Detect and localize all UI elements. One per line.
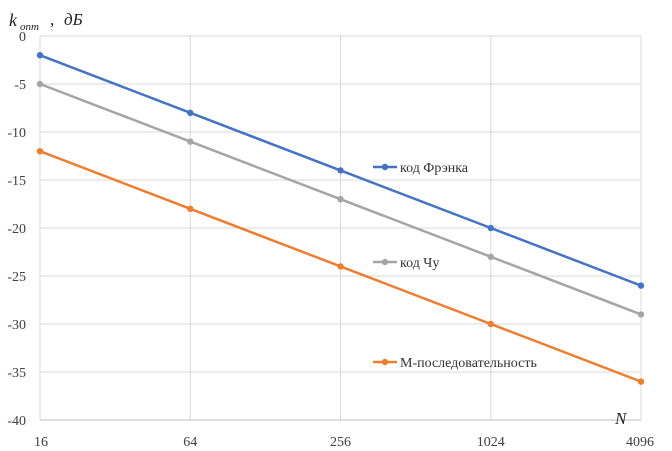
data-point: [187, 205, 194, 212]
data-point: [337, 167, 344, 174]
y-tick-label: 0: [19, 30, 26, 45]
x-axis-label: N: [614, 409, 628, 428]
y-tick-label: -30: [7, 318, 26, 333]
x-tick-label: 16: [34, 435, 48, 450]
y-axis-label-symbol: k: [9, 10, 18, 30]
x-tick-label: 4096: [626, 435, 654, 450]
data-point: [487, 224, 494, 232]
y-tick-label: -15: [7, 174, 26, 189]
data-point: [637, 282, 645, 289]
y-axis-label-subscript: опт: [20, 21, 39, 33]
y-tick-labels: 0 -5 -10 -15 -20 -25 -30 -35 -40: [7, 30, 26, 429]
y-axis-label-separator: ,: [50, 10, 54, 29]
grid: [39, 35, 642, 421]
data-point: [36, 148, 44, 155]
y-axis-label-unit: дБ: [64, 10, 83, 29]
data-point: [487, 320, 494, 328]
y-tick-label: -5: [14, 78, 26, 93]
y-tick-label: -10: [7, 126, 26, 141]
data-point: [36, 80, 44, 88]
data-point: [187, 138, 194, 145]
x-tick-label: 256: [330, 435, 351, 450]
y-tick-label: -25: [7, 270, 26, 285]
data-point: [637, 311, 645, 318]
x-tick-label: 64: [183, 435, 197, 450]
legend-label: код Чу: [400, 256, 439, 271]
data-point: [337, 196, 344, 203]
legend-marker: [381, 358, 389, 366]
y-tick-label: -40: [7, 414, 26, 429]
series-lines: [36, 52, 645, 385]
legend: код Фрэнка код Чу М-последовательность: [373, 161, 537, 371]
legend-marker: [381, 163, 389, 171]
legend-label: М-последовательность: [400, 356, 537, 371]
data-point: [637, 378, 645, 385]
y-tick-label: -35: [7, 366, 26, 381]
legend-marker: [381, 258, 389, 266]
x-tick-labels: 16 64 256 1024 4096: [34, 435, 654, 450]
y-tick-label: -20: [7, 222, 26, 237]
data-point: [36, 52, 44, 59]
data-point: [187, 109, 194, 117]
legend-label: код Фрэнка: [400, 161, 469, 176]
data-point: [487, 253, 494, 260]
x-tick-label: 1024: [477, 435, 505, 450]
data-point: [337, 263, 344, 270]
